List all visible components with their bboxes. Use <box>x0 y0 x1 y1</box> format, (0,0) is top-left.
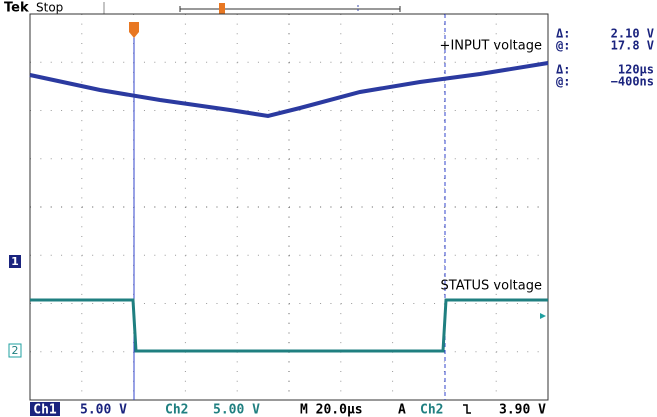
readout-label: Δ: <box>556 63 570 77</box>
readout-label: @: <box>556 39 570 53</box>
readout-value: 17.8 V <box>611 39 654 53</box>
ch1-marker-text: 1 <box>11 255 19 268</box>
status-label: STATUS voltage <box>441 279 542 294</box>
trigger-marker <box>129 22 139 38</box>
readout-value: 120µs <box>618 63 654 77</box>
ch1-marker <box>9 255 21 268</box>
record-bracket <box>179 6 401 12</box>
graticule-border <box>29 13 549 401</box>
trigger-source: Ch2 <box>420 403 443 417</box>
trigger-level <box>540 313 546 319</box>
trigger-mode: A <box>398 403 406 417</box>
ch2-name: Ch2 <box>165 403 188 417</box>
input-trace <box>29 61 549 119</box>
status-trace <box>30 298 548 353</box>
trigger-level-text: 3.90 V <box>499 403 546 417</box>
brand: Tek <box>4 1 29 16</box>
ch2-scale: 5.00 V <box>213 403 260 417</box>
trigger-position <box>219 3 225 14</box>
readout-value: 2.10 V <box>611 27 654 41</box>
ch1-name: Ch1 <box>33 403 57 417</box>
ch2-marker <box>8 343 22 358</box>
ch2-marker-text: 2 <box>12 344 19 357</box>
input-label: +INPUT voltage <box>440 39 542 54</box>
ch1-badge <box>30 402 60 416</box>
ch1-scale: 5.00 V <box>80 403 127 417</box>
readout-label: @: <box>556 75 570 89</box>
timebase: M 20.0µs <box>300 403 363 417</box>
readout-label: Δ: <box>556 27 570 41</box>
readout-value: −400ns <box>611 75 654 89</box>
trigger-slope <box>463 404 471 414</box>
run-status: Stop <box>36 1 63 15</box>
